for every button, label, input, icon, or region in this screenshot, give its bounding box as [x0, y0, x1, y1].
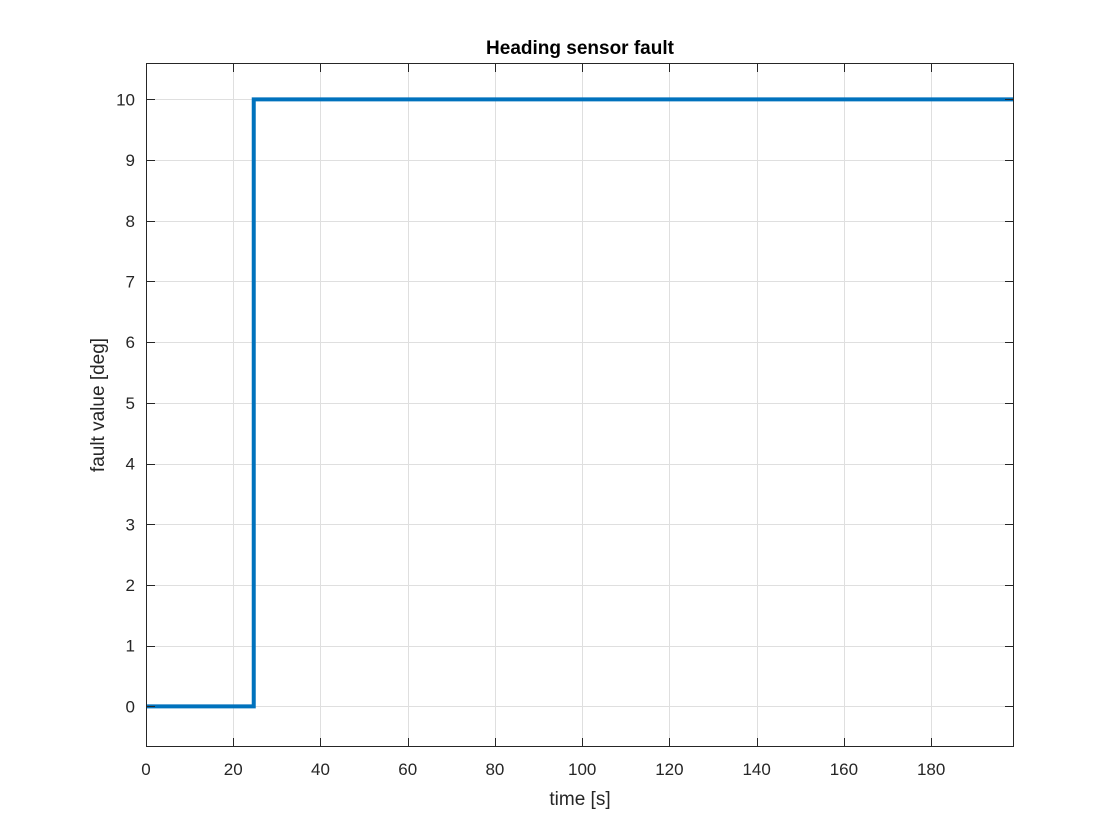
x-tick-label: 160 — [830, 760, 858, 779]
x-tick-label: 60 — [398, 760, 417, 779]
y-tick-label: 8 — [126, 212, 135, 231]
x-tick-label: 100 — [568, 760, 596, 779]
plot-frame — [146, 63, 1014, 747]
plot-background — [146, 63, 1014, 747]
x-tick-label: 120 — [655, 760, 683, 779]
y-tick-label: 6 — [126, 333, 135, 352]
x-tick-label: 40 — [311, 760, 330, 779]
series-layer — [146, 97, 1014, 709]
x-tick-label: 180 — [917, 760, 945, 779]
x-tick-label: 140 — [742, 760, 770, 779]
ticks: 0 20 40 60 80 100 120 140 160 180 0 1 2 3 4 5 6 7 8 9 10 — [116, 63, 1014, 779]
y-tick-label: 4 — [126, 455, 135, 474]
x-axis-label: time [s] — [549, 789, 610, 810]
y-tick-label: 5 — [126, 394, 135, 413]
y-axis-label: fault value [deg] — [88, 338, 109, 472]
y-tick-label: 0 — [126, 697, 135, 716]
series-line-1 — [146, 97, 1014, 709]
chart-title: Heading sensor fault — [486, 38, 675, 59]
x-tick-label: 80 — [485, 760, 504, 779]
y-tick-label: 3 — [126, 515, 135, 534]
y-tick-label: 7 — [126, 272, 135, 291]
y-tick-label: 10 — [116, 90, 135, 109]
y-tick-label: 2 — [126, 576, 135, 595]
y-tick-label: 9 — [126, 151, 135, 170]
x-tick-label: 0 — [141, 760, 150, 779]
grid — [146, 63, 1014, 747]
y-tick-label: 1 — [126, 637, 135, 656]
x-tick-label: 20 — [224, 760, 243, 779]
